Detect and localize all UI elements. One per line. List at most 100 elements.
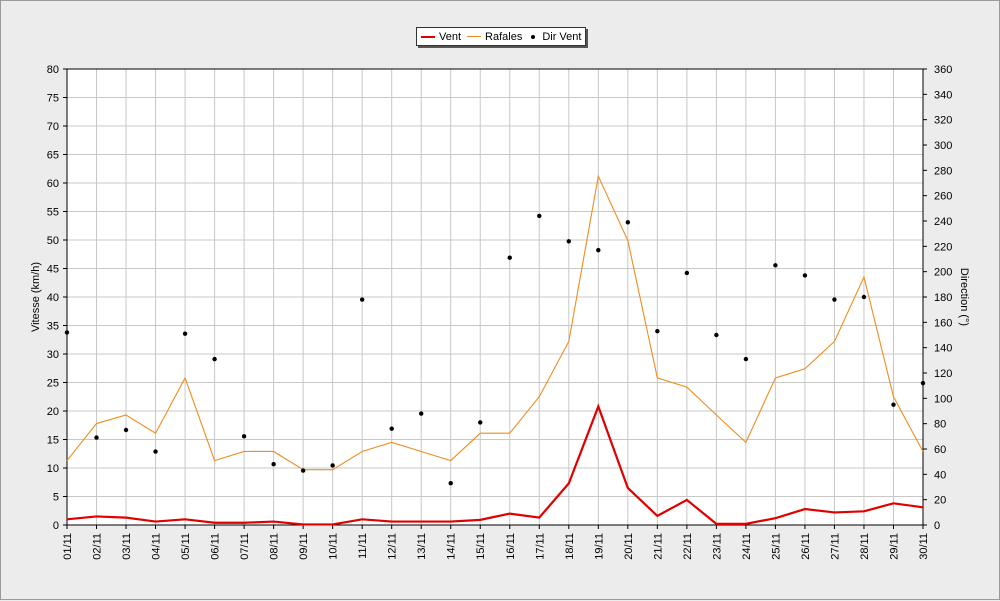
x-tick-label: 10/11 — [328, 533, 340, 560]
series-point-dir-vent — [241, 434, 247, 439]
y2-axis-title: Direction (°) — [958, 268, 970, 326]
y2-tick-label: 120 — [934, 368, 952, 380]
y2-tick-label: 260 — [934, 191, 952, 203]
x-tick-label: 26/11 — [800, 533, 812, 560]
x-tick-label: 11/11 — [357, 533, 369, 559]
x-tick-label: 16/11 — [505, 533, 517, 560]
series-point-dir-vent — [448, 481, 453, 486]
series-point-dir-vent — [419, 411, 424, 416]
series-layer — [64, 174, 926, 526]
series-point-dir-vent — [271, 462, 276, 467]
y2-tick-label: 180 — [934, 292, 952, 304]
y2-tick-label: 220 — [934, 241, 952, 253]
series-point-dir-vent — [566, 239, 571, 244]
y-tick-label: 65 — [47, 150, 59, 162]
x-tick-label: 07/11 — [239, 533, 251, 560]
x-tick-label: 17/11 — [534, 533, 546, 560]
y2-tick-label: 20 — [934, 495, 946, 507]
x-tick-label: 28/11 — [859, 533, 871, 560]
series-point-dir-vent — [389, 426, 394, 431]
axes: 0 5 10 15 20 25 30 35 40 45 50 55 60 65 70 75 80 01/11 02/… — [30, 64, 970, 560]
y-tick-label: 50 — [47, 235, 59, 247]
x-tick-label: 18/11 — [564, 533, 576, 560]
series-point-dir-vent — [330, 463, 335, 468]
y2-tick-label: 200 — [934, 267, 952, 279]
y-tick-label: 60 — [47, 178, 59, 190]
y-tick-label: 45 — [47, 264, 59, 276]
series-point-dir-vent — [537, 213, 542, 219]
x-tick-label: 14/11 — [446, 533, 458, 560]
series-point-dir-vent — [802, 273, 808, 278]
legend-item-dir-vent: Dir Vent — [528, 31, 581, 43]
y2-tick-label: 300 — [934, 140, 952, 152]
series-point-dir-vent — [861, 294, 867, 300]
series-point-dir-vent — [596, 247, 601, 253]
series-point-dir-vent — [182, 331, 188, 336]
x-tick-label: 13/11 — [416, 533, 428, 560]
series-point-dir-vent — [625, 220, 631, 225]
y-tick-label: 15 — [47, 435, 59, 447]
series-point-dir-vent — [507, 255, 512, 260]
y2-tick-label: 100 — [934, 393, 952, 405]
x-tick-label: 02/11 — [92, 533, 104, 560]
legend-swatch-rafales — [467, 36, 482, 37]
x-tick-label: 30/11 — [918, 533, 930, 560]
series-line-rafales — [66, 174, 924, 471]
x-tick-label: 06/11 — [210, 533, 222, 560]
x-tick-label: 15/11 — [475, 533, 487, 560]
series-point-dir-vent — [655, 329, 660, 334]
x-tick-label: 23/11 — [711, 533, 723, 560]
series-line-vent — [66, 403, 924, 526]
y-tick-label: 70 — [47, 121, 59, 133]
x-tick-label: 27/11 — [829, 533, 841, 560]
series-point-dir-vent — [743, 356, 749, 362]
legend-label-vent: Vent — [439, 30, 462, 43]
y2-tick-label: 320 — [934, 115, 952, 127]
y-tick-label: 30 — [47, 349, 59, 361]
y2-tick-label: 0 — [934, 520, 940, 532]
y2-tick-label: 60 — [934, 444, 946, 456]
series-point-dir-vent — [153, 449, 158, 454]
x-tick-label: 08/11 — [269, 533, 281, 560]
series-point-dir-vent — [212, 356, 217, 362]
y2-tick-label: 360 — [934, 64, 952, 76]
y-axis-title: Vitesse (km/h) — [30, 262, 42, 332]
x-tick-label: 03/11 — [121, 533, 133, 560]
x-tick-label: 09/11 — [298, 533, 310, 560]
legend-item-vent: Vent — [421, 31, 461, 43]
series-point-dir-vent — [64, 330, 70, 335]
series-point-dir-vent — [300, 468, 306, 473]
y-tick-label: 0 — [53, 520, 59, 532]
y2-tick-label: 240 — [934, 216, 952, 228]
series-point-dir-vent — [123, 427, 129, 433]
y-tick-label: 20 — [47, 406, 59, 418]
y2-tick-label: 280 — [934, 165, 952, 177]
y-tick-label: 10 — [47, 463, 59, 475]
x-tick-label: 12/11 — [387, 533, 399, 560]
x-tick-label: 29/11 — [888, 533, 900, 560]
y-tick-label: 40 — [47, 292, 59, 304]
series-point-dir-vent — [94, 435, 99, 440]
y2-tick-label: 160 — [934, 317, 952, 329]
y-tick-label: 35 — [47, 321, 59, 333]
series-point-dir-vent — [891, 402, 896, 407]
x-tick-label: 20/11 — [623, 533, 635, 560]
legend-label-rafales: Rafales — [485, 30, 523, 43]
series-point-dir-vent — [920, 380, 926, 386]
y2-tick-label: 340 — [934, 89, 952, 101]
series-point-dir-vent — [684, 270, 690, 276]
y-tick-label: 5 — [53, 492, 59, 504]
x-tick-label: 24/11 — [741, 533, 753, 560]
x-tick-label: 25/11 — [770, 533, 782, 560]
legend-label-dir-vent: Dir Vent — [542, 30, 582, 43]
x-tick-label: 21/11 — [652, 533, 664, 560]
series-point-dir-vent — [832, 297, 837, 302]
y-tick-label: 75 — [47, 93, 59, 105]
x-tick-label: 04/11 — [151, 533, 163, 560]
legend-swatch-dir-vent — [531, 34, 536, 39]
legend-item-rafales: Rafales — [467, 31, 522, 43]
plot-border — [66, 68, 924, 526]
y-tick-label: 25 — [47, 378, 59, 390]
